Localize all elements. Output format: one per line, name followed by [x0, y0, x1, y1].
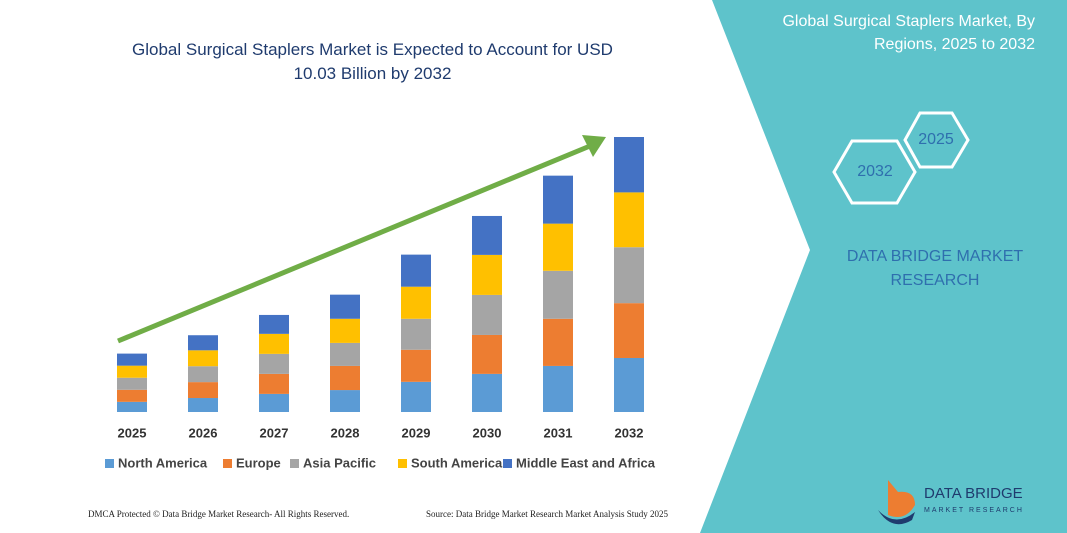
trend-arrow: [117, 143, 591, 344]
bar-segment: [188, 382, 218, 399]
bar-segment: [259, 314, 289, 334]
bar-segment: [543, 318, 573, 366]
brand-text: DATA BRIDGE MARKET RESEARCH: [846, 248, 1024, 289]
bar-segment: [401, 381, 431, 412]
legend-swatch: [223, 459, 232, 468]
logo-name: DATA BRIDGE: [924, 485, 1023, 502]
bar-segment: [259, 393, 289, 412]
bar-segment: [117, 377, 147, 390]
hexagon: [903, 111, 970, 169]
bar-segment: [117, 389, 147, 402]
panel-title: Global Surgical Staplers Market, By Regi…: [782, 13, 1035, 53]
x-tick-label: 2032: [615, 425, 644, 440]
legend-label: Asia Pacific: [303, 455, 376, 470]
bar-segment: [543, 175, 573, 224]
bar-segment: [472, 294, 502, 335]
legend-swatch: [105, 459, 114, 468]
legend-swatch: [503, 459, 512, 468]
bar-segment: [543, 270, 573, 319]
hexagon: [832, 139, 917, 205]
bar-segment: [543, 365, 573, 412]
bar-segment: [614, 247, 644, 304]
x-tick-label: 2028: [331, 425, 360, 440]
x-tick-label: 2026: [189, 425, 218, 440]
bar-segment: [259, 353, 289, 374]
bar-segment: [330, 365, 360, 391]
bar-segment: [259, 333, 289, 354]
logo-mark: [888, 480, 915, 518]
bar-segment: [614, 137, 644, 193]
bar-segment: [472, 215, 502, 255]
side-panel: [700, 0, 1067, 533]
bar-segment: [614, 357, 644, 412]
bar-segment: [117, 353, 147, 366]
bar-segment: [401, 318, 431, 350]
bar-segment: [117, 365, 147, 378]
bar-segment: [614, 303, 644, 358]
bar-segment: [614, 192, 644, 248]
bar-segment: [330, 342, 360, 366]
legend-label: North America: [118, 455, 208, 470]
legend-label: Europe: [236, 455, 281, 470]
bar-segment: [188, 335, 218, 351]
bar-segment: [330, 390, 360, 412]
bar-segment: [472, 254, 502, 295]
bar-segment: [472, 373, 502, 412]
x-tick-label: 2030: [473, 425, 502, 440]
x-tick-label: 2029: [402, 425, 431, 440]
bar-segment: [401, 349, 431, 382]
legend-swatch: [398, 459, 407, 468]
footer-right: Source: Data Bridge Market Research Mark…: [426, 509, 668, 519]
hex-label: 2025: [918, 131, 954, 148]
chart-title: Global Surgical Staplers Market is Expec…: [132, 40, 613, 83]
logo-tagline: MARKET RESEARCH: [924, 507, 1024, 514]
arrow-head: [582, 135, 606, 157]
logo-mark: [878, 510, 915, 525]
bar-segment: [401, 254, 431, 287]
legend-label: Middle East and Africa: [516, 455, 656, 470]
bar-segment: [188, 366, 218, 383]
hex-label: 2032: [857, 163, 893, 180]
legend-label: South America: [411, 455, 503, 470]
x-tick-label: 2027: [260, 425, 289, 440]
footer-left: DMCA Protected © Data Bridge Market Rese…: [88, 509, 349, 519]
bar-segment: [117, 401, 147, 412]
x-tick-label: 2025: [118, 425, 147, 440]
bar-segment: [330, 318, 360, 343]
bar-segment: [472, 334, 502, 374]
legend-swatch: [290, 459, 299, 468]
bar-segment: [188, 398, 218, 412]
bar-segment: [401, 286, 431, 319]
bar-segment: [543, 223, 573, 271]
bar-segment: [259, 373, 289, 394]
x-tick-label: 2031: [544, 425, 573, 440]
bar-segment: [188, 350, 218, 367]
bar-segment: [330, 294, 360, 319]
